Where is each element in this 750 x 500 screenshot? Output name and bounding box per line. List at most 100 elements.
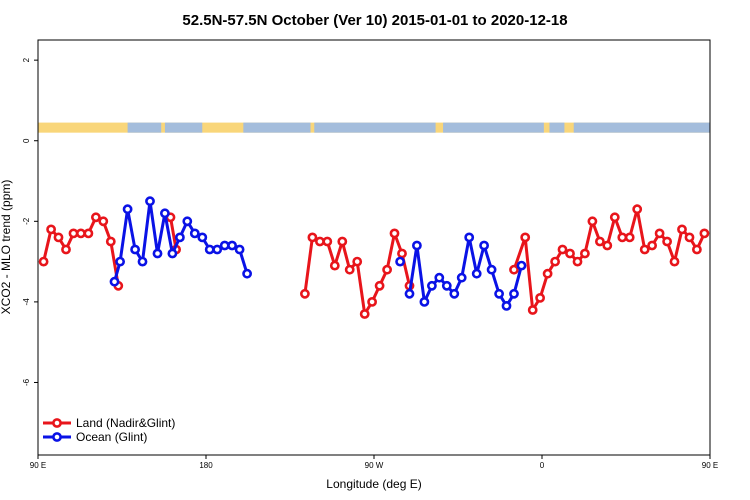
data-point xyxy=(464,232,475,243)
land-ocean-band xyxy=(38,122,710,133)
x-tick-label: 180 xyxy=(199,461,213,470)
data-point xyxy=(494,288,504,299)
data-point xyxy=(426,280,437,291)
data-point xyxy=(434,272,445,283)
data-point xyxy=(109,276,120,287)
data-point xyxy=(441,280,452,291)
data-point xyxy=(662,236,672,247)
data-point xyxy=(115,256,125,267)
data-point xyxy=(212,244,223,255)
data-point xyxy=(527,305,538,315)
ocean-band-segment xyxy=(314,122,436,133)
data-point xyxy=(486,264,497,275)
legend-label: Land (Nadir&Glint) xyxy=(76,416,175,430)
data-point xyxy=(152,248,163,259)
data-point xyxy=(167,248,178,259)
x-tick-label: 90 E xyxy=(30,461,46,470)
data-point xyxy=(419,296,430,307)
data-point xyxy=(359,309,370,319)
data-point xyxy=(299,288,310,299)
ocean-band-segment xyxy=(443,122,544,133)
data-point xyxy=(83,228,94,239)
ocean-band-segment xyxy=(243,122,311,133)
data-point xyxy=(98,216,109,227)
data-point xyxy=(516,260,527,271)
data-point xyxy=(389,228,400,239)
data-point xyxy=(632,204,643,215)
y-tick-label: -4 xyxy=(22,298,31,306)
data-point xyxy=(479,240,489,251)
data-point xyxy=(322,236,333,247)
y-tick-label: -6 xyxy=(22,378,31,386)
data-point xyxy=(639,244,650,255)
data-point xyxy=(456,272,467,283)
data-point xyxy=(624,232,635,243)
data-point xyxy=(550,256,560,267)
y-axis-label: XCO2 - MLO trend (ppm) xyxy=(0,180,13,315)
data-point xyxy=(227,240,237,251)
data-point xyxy=(122,204,133,215)
data-point xyxy=(242,268,252,279)
data-point xyxy=(580,248,590,259)
data-point xyxy=(382,264,392,275)
data-point xyxy=(699,228,710,239)
data-point xyxy=(329,260,340,271)
x-tick-label: 90 E xyxy=(702,461,718,470)
y-axis: 2 0 -2 -4 -6 xyxy=(22,57,38,386)
data-point xyxy=(557,244,568,255)
data-point xyxy=(189,228,200,239)
data-point xyxy=(542,268,553,279)
ocean-band-segment xyxy=(549,122,565,133)
data-point xyxy=(602,240,613,251)
data-point xyxy=(572,256,583,267)
legend-marker xyxy=(52,418,62,428)
data-point xyxy=(197,232,208,243)
data-point xyxy=(692,244,702,255)
data-point xyxy=(565,248,575,259)
data-point xyxy=(307,232,318,243)
data-point xyxy=(411,240,422,251)
chart-title: 52.5N-57.5N October (Ver 10) 2015-01-01 … xyxy=(182,12,567,29)
data-point xyxy=(404,288,415,299)
data-point xyxy=(204,244,215,255)
x-tick-label: 90 W xyxy=(365,461,384,470)
data-point xyxy=(105,236,116,247)
data-point xyxy=(344,264,355,275)
data-point xyxy=(587,216,598,227)
data-point xyxy=(609,212,620,223)
data-point xyxy=(234,244,245,255)
series-line xyxy=(408,235,523,308)
data-point xyxy=(159,208,170,219)
data-point xyxy=(374,280,385,291)
legend: Land (Nadir&Glint)Ocean (Glint) xyxy=(43,416,175,444)
series-land xyxy=(38,204,710,319)
data-point xyxy=(509,264,519,275)
x-axis-label: Longitude (deg E) xyxy=(326,477,421,491)
data-point xyxy=(145,196,155,207)
data-point xyxy=(669,256,680,267)
series-layer xyxy=(38,196,710,319)
ocean-band-segment xyxy=(127,122,162,133)
data-point xyxy=(395,256,405,267)
data-point xyxy=(367,296,377,307)
data-point xyxy=(174,232,185,243)
data-point xyxy=(684,232,695,243)
data-point xyxy=(137,256,148,267)
ocean-band-segment xyxy=(164,122,203,133)
data-point xyxy=(509,288,519,299)
data-point xyxy=(595,236,605,247)
data-point xyxy=(677,224,687,235)
x-axis: 90 E 180 90 W 0 90 E xyxy=(30,455,718,470)
data-point xyxy=(76,228,86,239)
data-point xyxy=(53,232,64,243)
y-tick-label: -2 xyxy=(22,217,31,225)
ocean-band-segment xyxy=(573,122,710,133)
data-point xyxy=(520,232,531,243)
data-point xyxy=(130,244,140,255)
y-tick-label: 0 xyxy=(22,138,31,143)
data-point xyxy=(46,224,56,235)
x-tick-label: 0 xyxy=(540,461,545,470)
legend-marker xyxy=(52,432,62,442)
y-tick-label: 2 xyxy=(22,57,31,62)
